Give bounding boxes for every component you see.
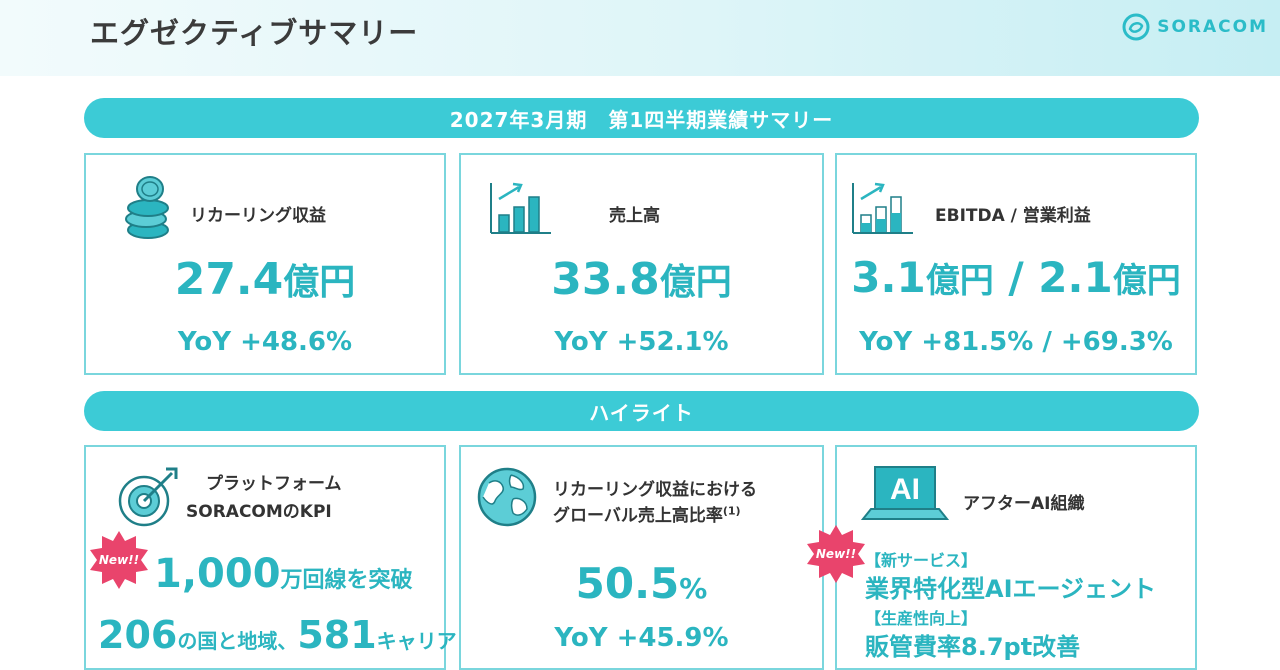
highlights-banner: ハイライト [84,391,1199,431]
highlight-sub-number: 206 [98,613,178,657]
kpi-unit: 億円 [283,262,356,303]
summary-banner: 2027年3月期 第1四半期業績サマリー [84,98,1199,138]
highlight-tag: 【新サービス】 [865,551,978,570]
kpi-card-revenue: 売上高 33.8億円 YoY +52.1% [459,153,824,375]
highlight-line: 販管費率8.7pt改善 [865,633,1081,661]
target-icon [118,467,178,527]
kpi-unit: 億円 [925,261,994,301]
kpi-unit: 億円 [659,262,732,303]
starburst-icon [807,525,865,583]
logo-text: SORACOM [1157,17,1268,37]
kpi-card-ebitda: EBITDA / 営業利益 3.1億円 / 2.1億円 YoY +81.5% /… [835,153,1197,375]
soracom-logo-icon [1122,13,1150,41]
kpi-number-op-income: 2.1 [1038,253,1113,302]
kpi-separator: / [993,253,1024,302]
globe-icon [477,467,537,527]
kpi-number: 27.4 [174,254,284,305]
new-badge: New!! [805,523,867,585]
highlight-card-global: リカーリング収益における グローバル売上高比率(1) 50.5% YoY +45… [459,445,824,670]
kpi-yoy: YoY +52.1% [554,327,729,357]
highlight-sub-text: キャリア [376,629,457,653]
highlight-card-platform: プラットフォーム SORACOMのKPI New!! 1,000万回線を突破 2… [84,445,457,670]
kpi-card-recurring: リカーリング収益 27.4億円 YoY +48.6% [84,153,446,375]
coins-icon [125,176,169,239]
kpi-number-ebitda: 3.1 [851,253,926,302]
new-badge: New!! [88,529,150,591]
highlight-label-text: グローバル売上高比率 [553,506,723,526]
kpi-yoy: YoY +48.6% [177,327,353,357]
footnote-marker: (1) [722,504,741,518]
kpi-label: リカーリング収益 [190,206,326,226]
bar-chart-profit-icon [852,182,913,234]
starburst-icon [90,531,148,589]
highlight-label: SORACOMのKPI [186,502,332,522]
highlight-sub: 206の国と地域、581キャリア [98,613,457,657]
ai-icon-text: AI [890,473,920,506]
new-badge-text: New!! [98,553,140,567]
highlight-tag: 【生産性向上】 [865,609,978,628]
kpi-unit: 億円 [1112,261,1181,301]
bar-chart-up-icon [490,182,551,234]
highlight-number: 50.5 [575,559,680,608]
kpi-value: 33.8億円 [461,253,822,305]
kpi-yoy: YoY +81.5% / +69.3% [859,327,1173,357]
kpi-value: 3.1億円 / 2.1億円 [837,253,1195,302]
highlight-label: プラットフォーム [206,474,342,494]
highlight-unit: % [679,572,708,605]
header-bar: エグゼクティブサマリー SORACOM [0,0,1280,76]
ai-block-icon: AI [861,466,949,520]
highlight-line: 業界特化型AIエージェント [865,575,1157,603]
highlight-sub-number: 581 [297,613,377,657]
highlight-label: アフターAI組織 [963,494,1085,514]
page-title: エグゼクティブサマリー [90,16,419,50]
highlight-card-ai: AI アフターAI組織 New!! 【新サービス】 業界特化型AIエージェント … [807,445,1197,670]
kpi-label: 売上高 [609,206,660,226]
highlight-main: 1,000万回線を突破 [154,551,413,597]
kpi-number: 33.8 [551,254,660,305]
highlight-sub-text: の国と地域、 [177,629,298,653]
kpi-value: 27.4億円 [86,253,444,305]
highlight-yoy: YoY +45.9% [554,623,729,653]
highlight-main-number: 1,000 [154,551,281,597]
highlight-main-text: 万回線を突破 [280,568,413,593]
new-badge-text: New!! [815,547,857,561]
highlight-label: グローバル売上高比率(1) [553,501,741,526]
kpi-label: EBITDA / 営業利益 [935,206,1091,226]
soracom-logo: SORACOM [1121,10,1268,44]
highlight-value: 50.5% [461,559,822,608]
highlight-label: リカーリング収益における [553,480,757,500]
